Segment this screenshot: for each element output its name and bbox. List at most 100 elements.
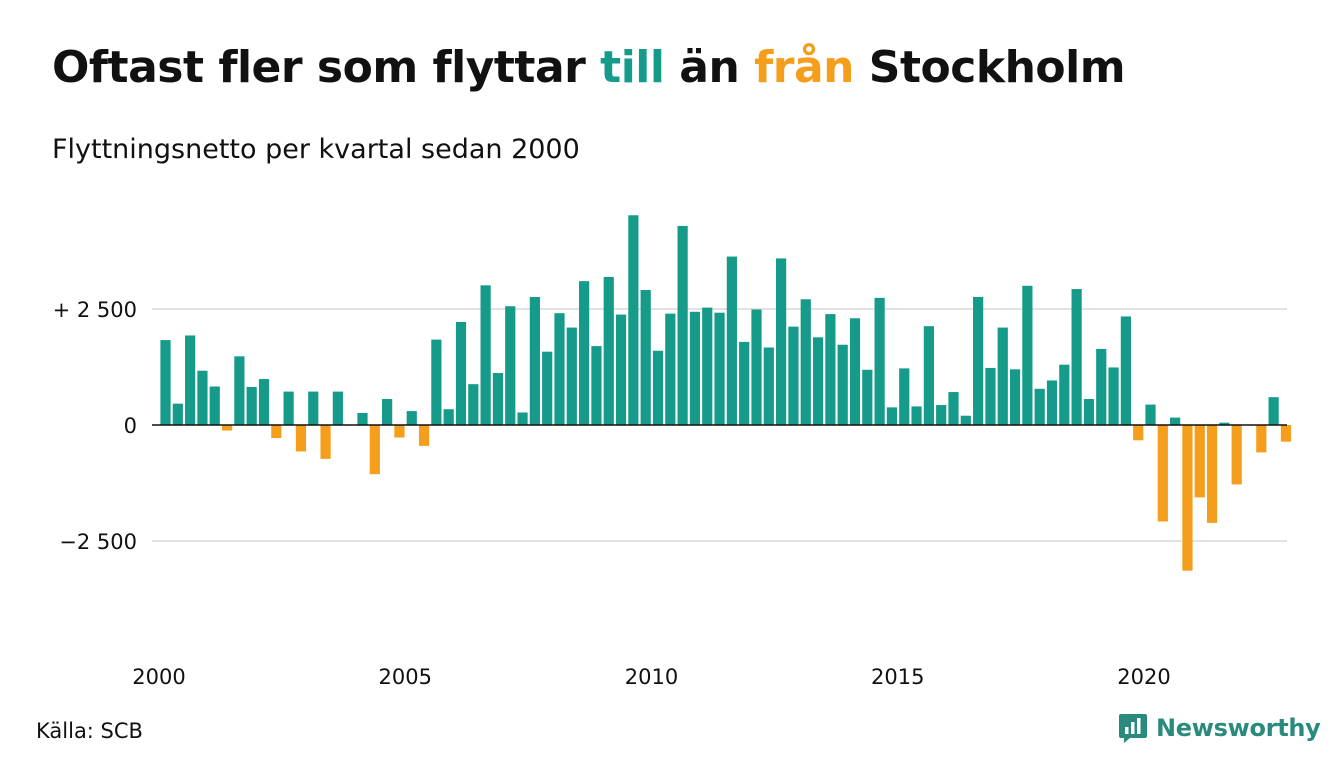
chart-title: Oftast fler som flyttar till än från Sto… (52, 42, 1126, 93)
bar-62 (923, 326, 934, 425)
bar-chart: + 2 500 0 −2 500 2000 2005 2010 2015 2020 (53, 215, 1292, 689)
bar-43 (689, 311, 701, 425)
bar-25 (468, 384, 479, 425)
bar-42 (677, 225, 688, 425)
bar-72 (1046, 380, 1058, 425)
bar-82 (1170, 417, 1181, 425)
bar-80 (1145, 404, 1156, 425)
y-tick-label-1: 0 (124, 414, 137, 438)
bar-3 (197, 370, 208, 425)
bar-71 (1034, 388, 1045, 425)
bar-81 (1157, 425, 1168, 522)
bar-53 (812, 337, 824, 425)
bar-18 (382, 399, 393, 425)
bar-12 (308, 391, 319, 425)
bar-60 (899, 368, 910, 425)
bar-30 (529, 296, 540, 425)
bar-10 (283, 391, 294, 425)
x-tick-label-0: 2000 (132, 665, 185, 689)
bar-73 (1059, 364, 1070, 425)
grid-lines (152, 308, 1287, 542)
bar-61 (911, 406, 922, 425)
bar-74 (1071, 289, 1082, 425)
bar-68 (997, 327, 1008, 425)
bar-32 (554, 313, 565, 425)
bar-6 (234, 356, 245, 425)
bar-16 (357, 412, 368, 425)
bar-31 (542, 351, 553, 425)
bar-89 (1256, 425, 1267, 453)
bar-2 (185, 335, 196, 425)
bar-9 (271, 425, 282, 438)
bar-37 (615, 314, 627, 425)
chart-subtitle: Flyttningsnetto per kvartal sedan 2000 (52, 134, 580, 165)
bar-27 (492, 373, 504, 425)
bar-36 (603, 276, 614, 425)
bar-0 (160, 340, 171, 425)
bar-86 (1219, 422, 1230, 425)
bar-55 (837, 344, 848, 425)
bar-67 (985, 367, 996, 425)
bar-59 (886, 407, 898, 425)
bar-48 (751, 309, 762, 425)
bar-54 (825, 314, 836, 425)
title-word-till: till (600, 42, 665, 93)
x-tick-label-2: 2010 (625, 665, 678, 689)
brand-logo: Newsworthy (1118, 712, 1321, 744)
bar-85 (1206, 425, 1218, 523)
bar-24 (455, 321, 467, 425)
bar-52 (800, 299, 811, 425)
bar-28 (505, 306, 516, 425)
y-tick-label-2: −2 500 (59, 530, 137, 554)
bar-1 (172, 403, 183, 425)
brand-name: Newsworthy (1156, 714, 1321, 742)
axes: + 2 500 0 −2 500 2000 2005 2010 2015 2020 (53, 298, 1287, 689)
title-part-1: Oftast fler som flyttar (52, 42, 601, 93)
bar-17 (369, 425, 380, 475)
bar-26 (480, 285, 491, 425)
x-tick-label-1: 2005 (379, 665, 432, 689)
bar-77 (1108, 367, 1119, 425)
bar-8 (258, 379, 270, 425)
bar-39 (640, 289, 651, 425)
bar-29 (517, 412, 528, 425)
bar-64 (948, 392, 959, 425)
bar-87 (1231, 425, 1242, 485)
bar-11 (295, 425, 307, 452)
bar-35 (591, 346, 602, 425)
bar-66 (973, 296, 984, 425)
bar-chart-logo-icon (1119, 714, 1147, 743)
bar-44 (702, 307, 713, 425)
source-label: Källa: SCB (36, 719, 143, 743)
bar-45 (714, 312, 725, 425)
title-part-2: än (664, 42, 755, 93)
bar-33 (566, 327, 577, 425)
bar-22 (431, 339, 442, 425)
bar-56 (849, 318, 861, 425)
bar-23 (443, 409, 454, 425)
bar-57 (862, 369, 873, 425)
x-tick-label-3: 2015 (871, 665, 924, 689)
bar-63 (936, 405, 947, 425)
bar-21 (418, 425, 430, 446)
bar-75 (1083, 399, 1095, 425)
bar-40 (652, 350, 664, 425)
bar-84 (1194, 425, 1205, 498)
bar-46 (726, 256, 737, 425)
x-tick-label-4: 2020 (1117, 665, 1170, 689)
bar-20 (406, 411, 417, 425)
bar-69 (1009, 369, 1021, 425)
bar-34 (579, 281, 590, 425)
bar-76 (1096, 348, 1107, 425)
bar-47 (739, 341, 750, 425)
bar-41 (665, 313, 676, 425)
bar-90 (1268, 397, 1279, 425)
bar-83 (1182, 425, 1193, 571)
title-word-fran: från (754, 42, 854, 93)
bar-65 (960, 415, 971, 425)
bar-4 (209, 386, 220, 425)
bar-58 (874, 297, 885, 425)
bar-78 (1120, 316, 1131, 425)
bar-38 (628, 215, 639, 425)
bar-5 (221, 425, 233, 431)
